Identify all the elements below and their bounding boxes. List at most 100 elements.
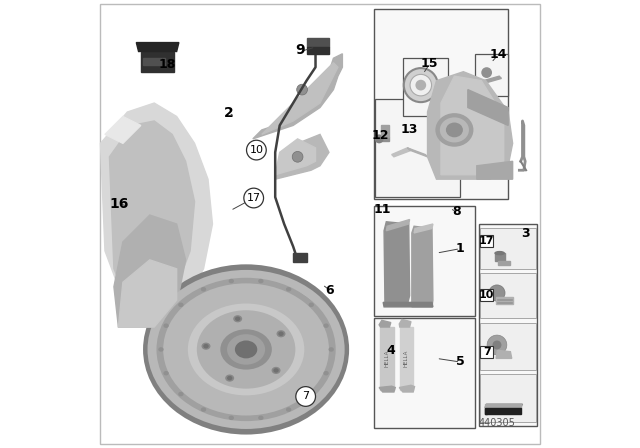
Ellipse shape <box>192 282 326 381</box>
Text: 11: 11 <box>373 203 390 216</box>
Ellipse shape <box>235 317 241 321</box>
Ellipse shape <box>227 334 265 365</box>
Polygon shape <box>293 253 307 262</box>
Polygon shape <box>407 148 428 157</box>
Circle shape <box>493 340 502 349</box>
Polygon shape <box>485 404 522 408</box>
Polygon shape <box>414 224 433 233</box>
Bar <box>480 235 493 247</box>
Ellipse shape <box>188 304 305 395</box>
Polygon shape <box>484 76 502 83</box>
Ellipse shape <box>228 416 234 420</box>
Bar <box>374 206 474 316</box>
Polygon shape <box>381 125 389 137</box>
Polygon shape <box>392 148 412 157</box>
Bar <box>480 289 493 301</box>
Ellipse shape <box>201 287 206 292</box>
Ellipse shape <box>227 376 232 380</box>
Text: 440305: 440305 <box>479 418 515 428</box>
Polygon shape <box>496 350 512 358</box>
Bar <box>475 54 508 96</box>
Ellipse shape <box>435 113 474 147</box>
Ellipse shape <box>286 287 291 292</box>
Bar <box>374 9 508 199</box>
Ellipse shape <box>258 416 264 420</box>
Text: 1: 1 <box>456 242 465 255</box>
Ellipse shape <box>178 392 184 396</box>
Polygon shape <box>109 121 195 314</box>
Text: 16: 16 <box>109 197 129 211</box>
Text: 4: 4 <box>387 344 396 357</box>
Polygon shape <box>253 54 342 139</box>
Polygon shape <box>383 302 433 307</box>
Text: 10: 10 <box>250 145 264 155</box>
Polygon shape <box>114 215 186 327</box>
Text: 6: 6 <box>326 284 334 297</box>
Text: 9: 9 <box>296 43 305 57</box>
Ellipse shape <box>163 371 169 375</box>
Ellipse shape <box>225 375 234 382</box>
Polygon shape <box>387 220 410 231</box>
Polygon shape <box>262 63 338 134</box>
Text: 8: 8 <box>452 205 461 219</box>
Ellipse shape <box>163 284 329 416</box>
Polygon shape <box>496 297 513 304</box>
Polygon shape <box>275 139 316 175</box>
Ellipse shape <box>228 279 234 283</box>
Ellipse shape <box>440 117 469 142</box>
Bar <box>374 318 474 428</box>
Bar <box>479 224 538 426</box>
Polygon shape <box>399 385 415 392</box>
Circle shape <box>415 80 426 90</box>
Text: HELLA: HELLA <box>404 350 409 367</box>
Circle shape <box>296 387 316 406</box>
Text: 3: 3 <box>521 227 529 241</box>
Polygon shape <box>495 253 504 261</box>
Ellipse shape <box>157 278 336 421</box>
Ellipse shape <box>233 315 242 323</box>
Polygon shape <box>379 386 396 392</box>
Polygon shape <box>499 261 511 265</box>
Ellipse shape <box>273 368 279 373</box>
Polygon shape <box>136 43 179 52</box>
Text: 17: 17 <box>479 236 495 246</box>
Text: 7: 7 <box>302 392 309 401</box>
Ellipse shape <box>143 264 349 435</box>
Ellipse shape <box>201 407 206 412</box>
Circle shape <box>292 151 303 162</box>
Ellipse shape <box>286 407 291 412</box>
Ellipse shape <box>328 347 334 352</box>
Polygon shape <box>143 58 165 65</box>
Polygon shape <box>275 134 329 179</box>
Ellipse shape <box>323 323 329 328</box>
Text: 5: 5 <box>456 355 465 369</box>
Ellipse shape <box>494 251 505 255</box>
Ellipse shape <box>163 323 169 328</box>
Bar <box>403 58 448 116</box>
Ellipse shape <box>308 392 314 396</box>
Ellipse shape <box>158 347 164 352</box>
Polygon shape <box>428 72 513 179</box>
Ellipse shape <box>235 340 257 358</box>
Bar <box>481 228 536 269</box>
Circle shape <box>404 68 438 102</box>
Ellipse shape <box>204 344 209 349</box>
Ellipse shape <box>178 302 184 307</box>
Bar <box>481 273 536 318</box>
Bar <box>374 99 460 197</box>
Polygon shape <box>477 161 513 179</box>
Polygon shape <box>380 137 389 141</box>
Text: 2: 2 <box>224 106 234 120</box>
Text: 15: 15 <box>421 57 438 70</box>
Polygon shape <box>100 103 212 327</box>
Polygon shape <box>307 38 329 47</box>
Polygon shape <box>380 327 394 390</box>
Text: 17: 17 <box>246 193 260 203</box>
Text: 10: 10 <box>479 290 494 300</box>
Polygon shape <box>379 320 391 327</box>
Text: 14: 14 <box>490 48 507 61</box>
Polygon shape <box>118 260 177 327</box>
Polygon shape <box>105 116 141 143</box>
Bar <box>481 374 536 422</box>
Polygon shape <box>468 90 508 125</box>
